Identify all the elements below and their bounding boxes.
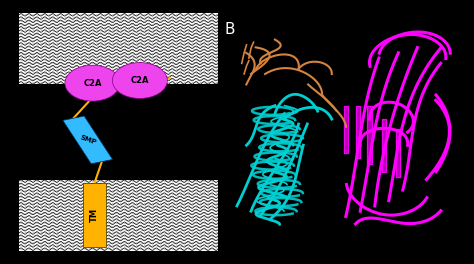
- Ellipse shape: [112, 63, 167, 98]
- Bar: [83, 183, 106, 247]
- Ellipse shape: [65, 65, 120, 101]
- Text: C2A: C2A: [130, 76, 149, 85]
- Text: C2A: C2A: [83, 79, 102, 88]
- Polygon shape: [356, 106, 360, 158]
- Bar: [19, 180, 218, 251]
- Polygon shape: [344, 106, 348, 153]
- Polygon shape: [382, 119, 386, 172]
- Bar: [19, 13, 218, 84]
- Text: B: B: [225, 22, 235, 37]
- Text: TM: TM: [90, 208, 99, 222]
- Polygon shape: [367, 106, 372, 164]
- Polygon shape: [63, 116, 112, 164]
- Polygon shape: [396, 129, 400, 177]
- Text: SMP: SMP: [79, 134, 97, 146]
